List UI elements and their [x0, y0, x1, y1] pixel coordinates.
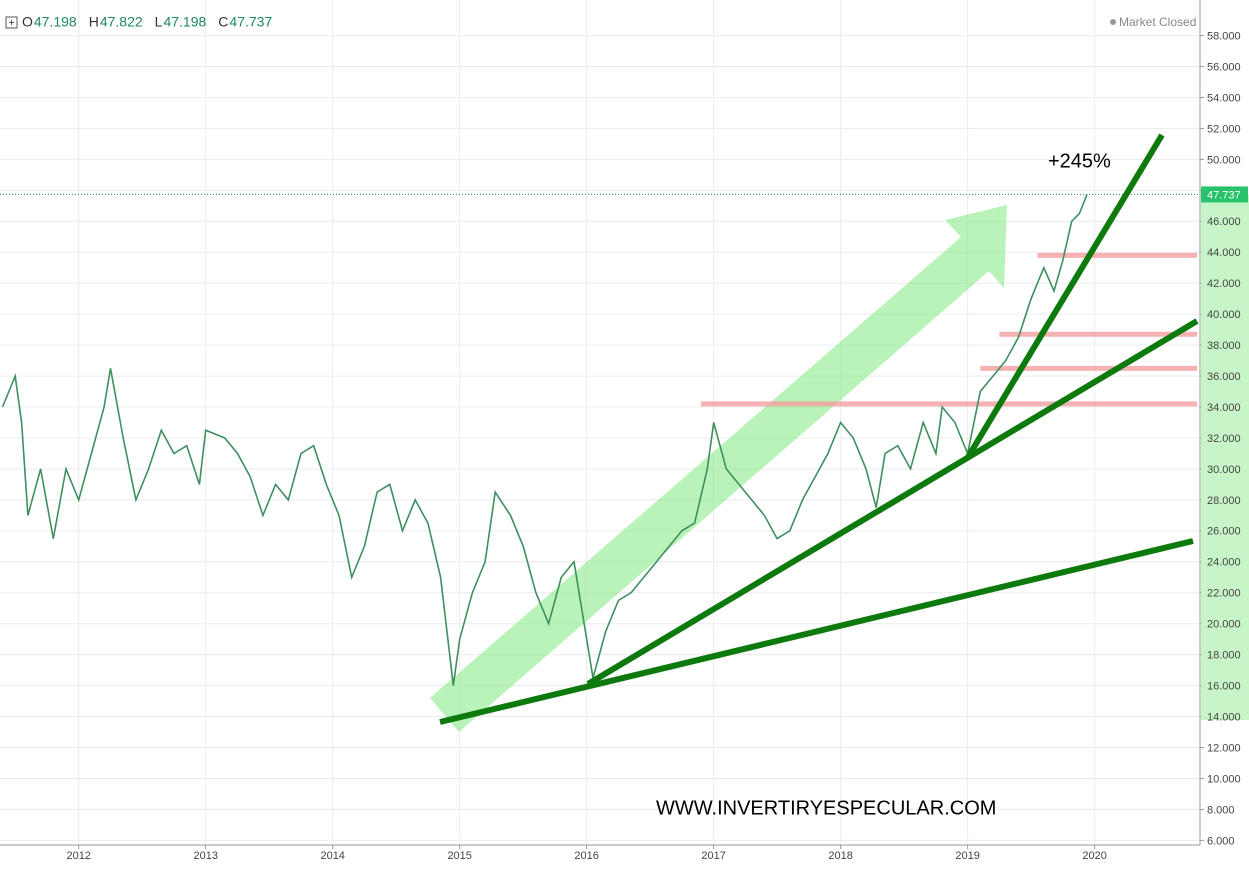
y-tick-label: 12.000: [1207, 742, 1241, 754]
y-tick-label: 10.000: [1207, 773, 1241, 785]
ohlc-value: 47.822: [100, 14, 143, 30]
trend-line: [439, 538, 1194, 725]
watermark: WWW.INVERTIRYESPECULAR.COM: [656, 797, 996, 819]
x-tick-label: 2019: [955, 850, 979, 862]
y-tick-label: 52.000: [1207, 123, 1241, 135]
price-line: [1, 194, 1088, 686]
x-tick-label: 2017: [701, 850, 725, 862]
last-price-badge: [1201, 186, 1248, 203]
y-tick-label: 54.000: [1207, 92, 1241, 104]
ohlc-key: L: [155, 14, 163, 30]
ohlc-key: H: [89, 14, 99, 30]
y-tick-label: 58.000: [1207, 31, 1241, 43]
x-tick-label: 2018: [828, 850, 852, 862]
last-price-label: 47.737: [1207, 189, 1241, 201]
y-tick-label: 8.000: [1207, 804, 1235, 816]
y-tick-label: 20.000: [1207, 619, 1241, 631]
y-tick-label: 22.000: [1207, 588, 1241, 600]
y-tick-label: 32.000: [1207, 433, 1241, 445]
trend-arrow: [430, 205, 1007, 732]
y-tick-label: 50.000: [1207, 154, 1241, 166]
plot: [0, 193, 1200, 686]
ohlc-value: 47.737: [229, 14, 272, 30]
y-tick-label: 46.000: [1207, 216, 1241, 228]
collapse-icon[interactable]: [5, 16, 18, 29]
y-tick-label: 26.000: [1207, 526, 1241, 538]
y-tick-label: 24.000: [1207, 557, 1241, 569]
y-tick-label: 38.000: [1207, 340, 1241, 352]
annotation: +245%: [1048, 150, 1111, 172]
y-tick-label: 42.000: [1207, 278, 1241, 290]
y-tick-label: 40.000: [1207, 309, 1241, 321]
status-dot: [1110, 19, 1116, 25]
trend-line: [965, 133, 1165, 459]
y-tick-label: 36.000: [1207, 371, 1241, 383]
y-tick-label: 44.000: [1207, 247, 1241, 259]
market-status: Market Closed: [1119, 15, 1196, 29]
ohlc-key: C: [218, 14, 228, 30]
y-tick-label: 30.000: [1207, 464, 1241, 476]
y-tick-label: 18.000: [1207, 650, 1241, 662]
x-tick-label: 2016: [574, 850, 598, 862]
x-tick-label: 2013: [193, 850, 217, 862]
trend-line: [586, 318, 1199, 687]
x-tick-label: 2012: [66, 850, 90, 862]
x-tick-label: 2020: [1082, 850, 1106, 862]
y-tick-label: 56.000: [1207, 61, 1241, 73]
ohlc-key: O: [22, 14, 33, 30]
ohlc-value: 47.198: [34, 14, 77, 30]
x-tick-label: 2014: [320, 850, 344, 862]
x-tick-label: 2015: [447, 850, 471, 862]
y-tick-label: 16.000: [1207, 681, 1241, 693]
y-tick-label: 34.000: [1207, 402, 1241, 414]
header: O 47.198 H 47.822 L 47.198 C 47.737: [5, 14, 272, 30]
ohlc-value: 47.198: [163, 14, 206, 30]
axis-range-highlight: [1201, 195, 1249, 720]
y-tick-label: 14.000: [1207, 711, 1241, 723]
y-tick-label: 28.000: [1207, 495, 1241, 507]
y-tick-label: 6.000: [1207, 835, 1235, 847]
